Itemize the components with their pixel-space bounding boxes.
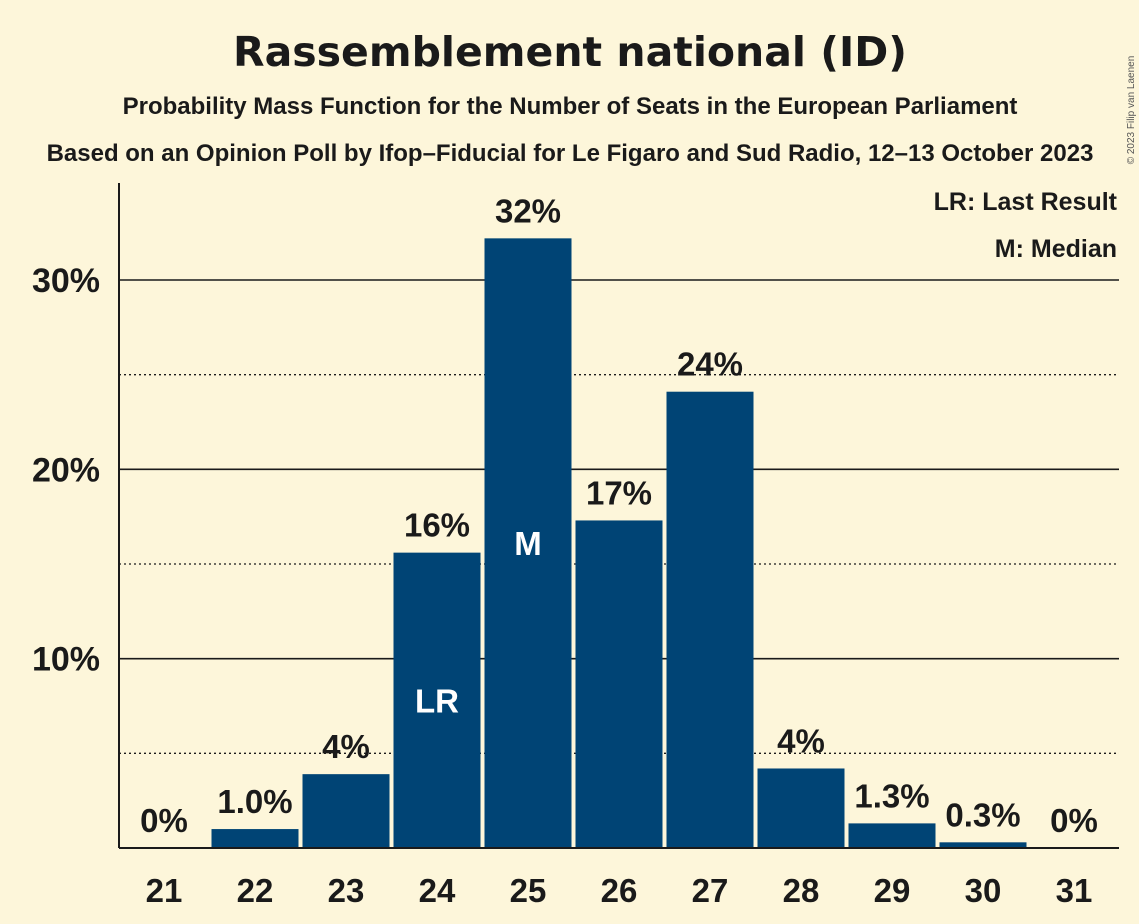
- x-tick-label-31: 31: [1056, 872, 1093, 909]
- last-result-marker: LR: [415, 682, 459, 719]
- x-tick-label-21: 21: [146, 872, 183, 909]
- axes: 10% 20% 30% 21 22 23 24 25 26 27 28 29 30 31: [32, 183, 1119, 909]
- chart-title: Rassemblement national (ID): [233, 28, 907, 76]
- x-tick-label-30: 30: [965, 872, 1002, 909]
- copyright-notice: © 2023 Filip van Laenen: [1126, 56, 1137, 165]
- bar-28: [757, 768, 845, 848]
- x-tick-label-23: 23: [328, 872, 365, 909]
- value-label-23: 4%: [322, 728, 370, 765]
- x-tick-label-29: 29: [874, 872, 911, 909]
- value-label-31: 0%: [1050, 802, 1098, 839]
- value-label-25: 32%: [495, 192, 561, 229]
- x-tick-label-25: 25: [510, 872, 547, 909]
- y-tick-label: 30%: [32, 262, 100, 300]
- x-tick-label-22: 22: [237, 872, 274, 909]
- chart-subtitle: Probability Mass Function for the Number…: [123, 93, 1018, 120]
- legend-item-last-result: LR: Last Result: [934, 188, 1118, 216]
- legend-item-median: M: Median: [995, 235, 1117, 263]
- value-label-22: 1.0%: [217, 783, 292, 820]
- x-tick-label-24: 24: [419, 872, 456, 909]
- y-tick-label: 20%: [32, 451, 100, 489]
- value-label-21: 0%: [140, 802, 188, 839]
- value-label-29: 1.3%: [854, 777, 929, 814]
- value-labels: 0% 1.0% 4% 16% LR 32% M 17% 24% 4% 1.3% 0.3% 0%: [140, 192, 1098, 839]
- x-tick-label-27: 27: [692, 872, 729, 909]
- bar-25: [484, 238, 572, 848]
- value-label-24: 16%: [404, 507, 470, 544]
- bar-24: [393, 552, 481, 848]
- x-tick-label-26: 26: [601, 872, 638, 909]
- y-tick-label: 10%: [32, 641, 100, 679]
- value-label-27: 24%: [677, 346, 743, 383]
- value-label-26: 17%: [586, 474, 652, 511]
- value-label-30: 0.3%: [945, 796, 1020, 833]
- chart-source: Based on an Opinion Poll by Ifop–Fiducia…: [47, 140, 1094, 167]
- value-label-28: 4%: [777, 722, 825, 759]
- median-marker: M: [514, 525, 542, 562]
- bar-26: [575, 520, 663, 848]
- bar-27: [666, 391, 754, 848]
- bar-30: [939, 842, 1027, 848]
- bars: [211, 238, 1027, 848]
- bar-23: [302, 774, 390, 848]
- legend: LR: Last Result M: Median: [934, 188, 1118, 263]
- x-tick-label-28: 28: [783, 872, 820, 909]
- bar-22: [211, 829, 299, 848]
- bar-29: [848, 823, 936, 848]
